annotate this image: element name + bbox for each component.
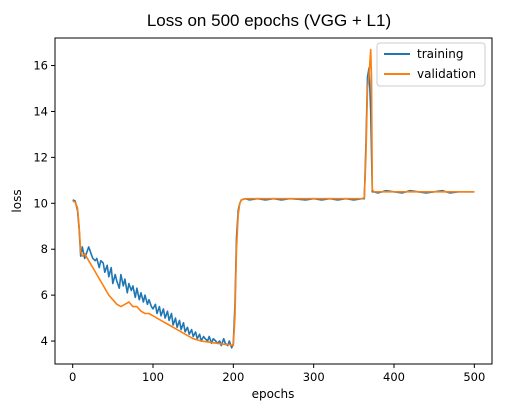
y-tick-label: 4 [41, 334, 48, 348]
x-axis-ticks: 0 100 200 300 400 500 [69, 364, 485, 384]
legend-label-validation: validation [417, 67, 476, 81]
x-tick-label: 100 [142, 370, 164, 384]
y-axis-ticks: 4 6 8 10 12 14 16 [33, 59, 55, 348]
series-line-validation [73, 50, 475, 346]
x-axis-label: epochs [252, 387, 295, 401]
x-tick-label: 300 [303, 370, 325, 384]
chart-title: Loss on 500 epochs (VGG + L1) [147, 11, 391, 30]
legend-label-training: training [417, 47, 464, 61]
series-layer [73, 50, 475, 348]
y-tick-label: 10 [33, 196, 48, 210]
x-tick-label: 500 [463, 370, 485, 384]
y-tick-label: 16 [33, 59, 48, 73]
y-tick-label: 8 [41, 242, 48, 256]
y-tick-label: 6 [41, 288, 48, 302]
x-tick-label: 200 [222, 370, 244, 384]
y-tick-label: 12 [33, 150, 48, 164]
y-tick-label: 14 [33, 104, 48, 118]
x-tick-label: 400 [383, 370, 405, 384]
x-tick-label: 0 [69, 370, 76, 384]
plot-area [55, 38, 492, 364]
y-axis-label: loss [10, 189, 24, 212]
legend: training validation [377, 43, 485, 86]
